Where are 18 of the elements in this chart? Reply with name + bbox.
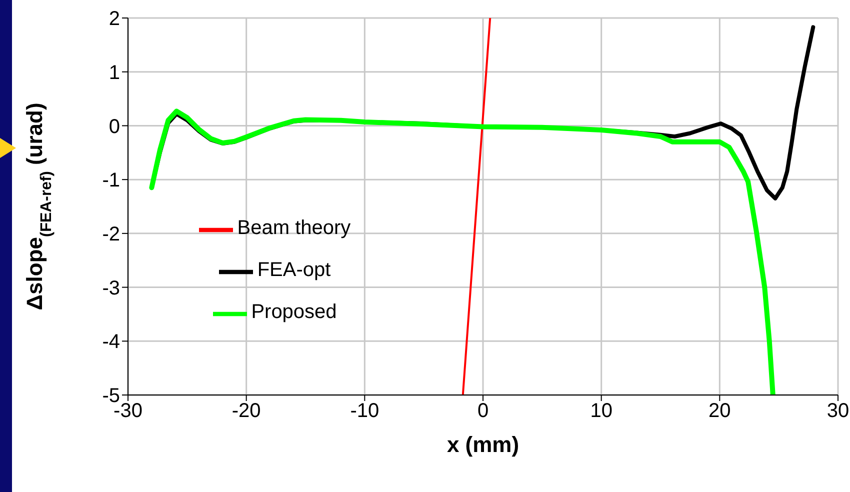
x-tick-label: 20: [708, 400, 731, 422]
y-tick-label: -4: [102, 331, 120, 354]
legend-label: FEA-opt: [257, 259, 331, 281]
x-tick-label: 30: [826, 400, 850, 422]
y-tick-label: -3: [102, 277, 120, 300]
y-tick-label: -2: [102, 224, 120, 246]
y-tick-label: -5: [102, 385, 120, 408]
x-tick-label: 10: [590, 400, 612, 422]
x-tick-label: -10: [350, 400, 380, 422]
legend-label: Proposed: [251, 301, 337, 323]
x-tick-label: -20: [232, 400, 261, 422]
y-tick-label: -1: [102, 170, 120, 192]
y-tick-label: 0: [108, 116, 120, 138]
x-axis-title: x (mm): [446, 432, 520, 457]
y-tick-label: 2: [108, 8, 120, 30]
legend-label: Beam theory: [237, 217, 351, 239]
y-tick-label: 1: [108, 62, 120, 84]
x-tick-label: 0: [477, 400, 489, 422]
